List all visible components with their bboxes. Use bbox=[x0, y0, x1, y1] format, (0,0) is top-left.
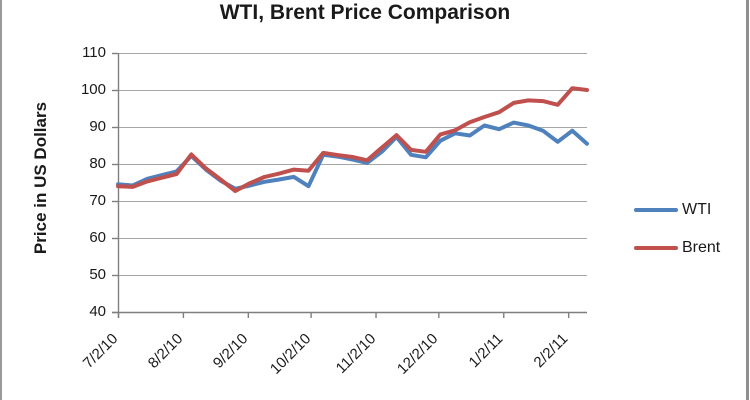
y-tick-label: 100 bbox=[80, 81, 106, 98]
y-tick-label: 110 bbox=[82, 44, 106, 61]
y-tick-label: 40 bbox=[89, 303, 106, 320]
wti-legend-swatch-icon bbox=[634, 208, 678, 212]
y-tick-label: 50 bbox=[89, 266, 106, 283]
y-tick-label: 80 bbox=[89, 155, 106, 172]
legend-label: WTI bbox=[682, 201, 712, 218]
brent-line bbox=[116, 86, 589, 193]
y-tick-label: 60 bbox=[89, 229, 106, 246]
legend-item-wti: WTI bbox=[634, 201, 711, 219]
chart-title: WTI, Brent Price Comparison bbox=[219, 1, 511, 24]
y-tick-label: 90 bbox=[89, 118, 106, 135]
right-frame-border bbox=[746, 0, 749, 400]
brent-legend-swatch-icon bbox=[634, 246, 678, 250]
legend-label: Brent bbox=[682, 239, 721, 256]
left-frame-border bbox=[0, 0, 2, 400]
y-tick-label: 70 bbox=[89, 192, 106, 209]
legend-item-brent: Brent bbox=[634, 239, 720, 257]
